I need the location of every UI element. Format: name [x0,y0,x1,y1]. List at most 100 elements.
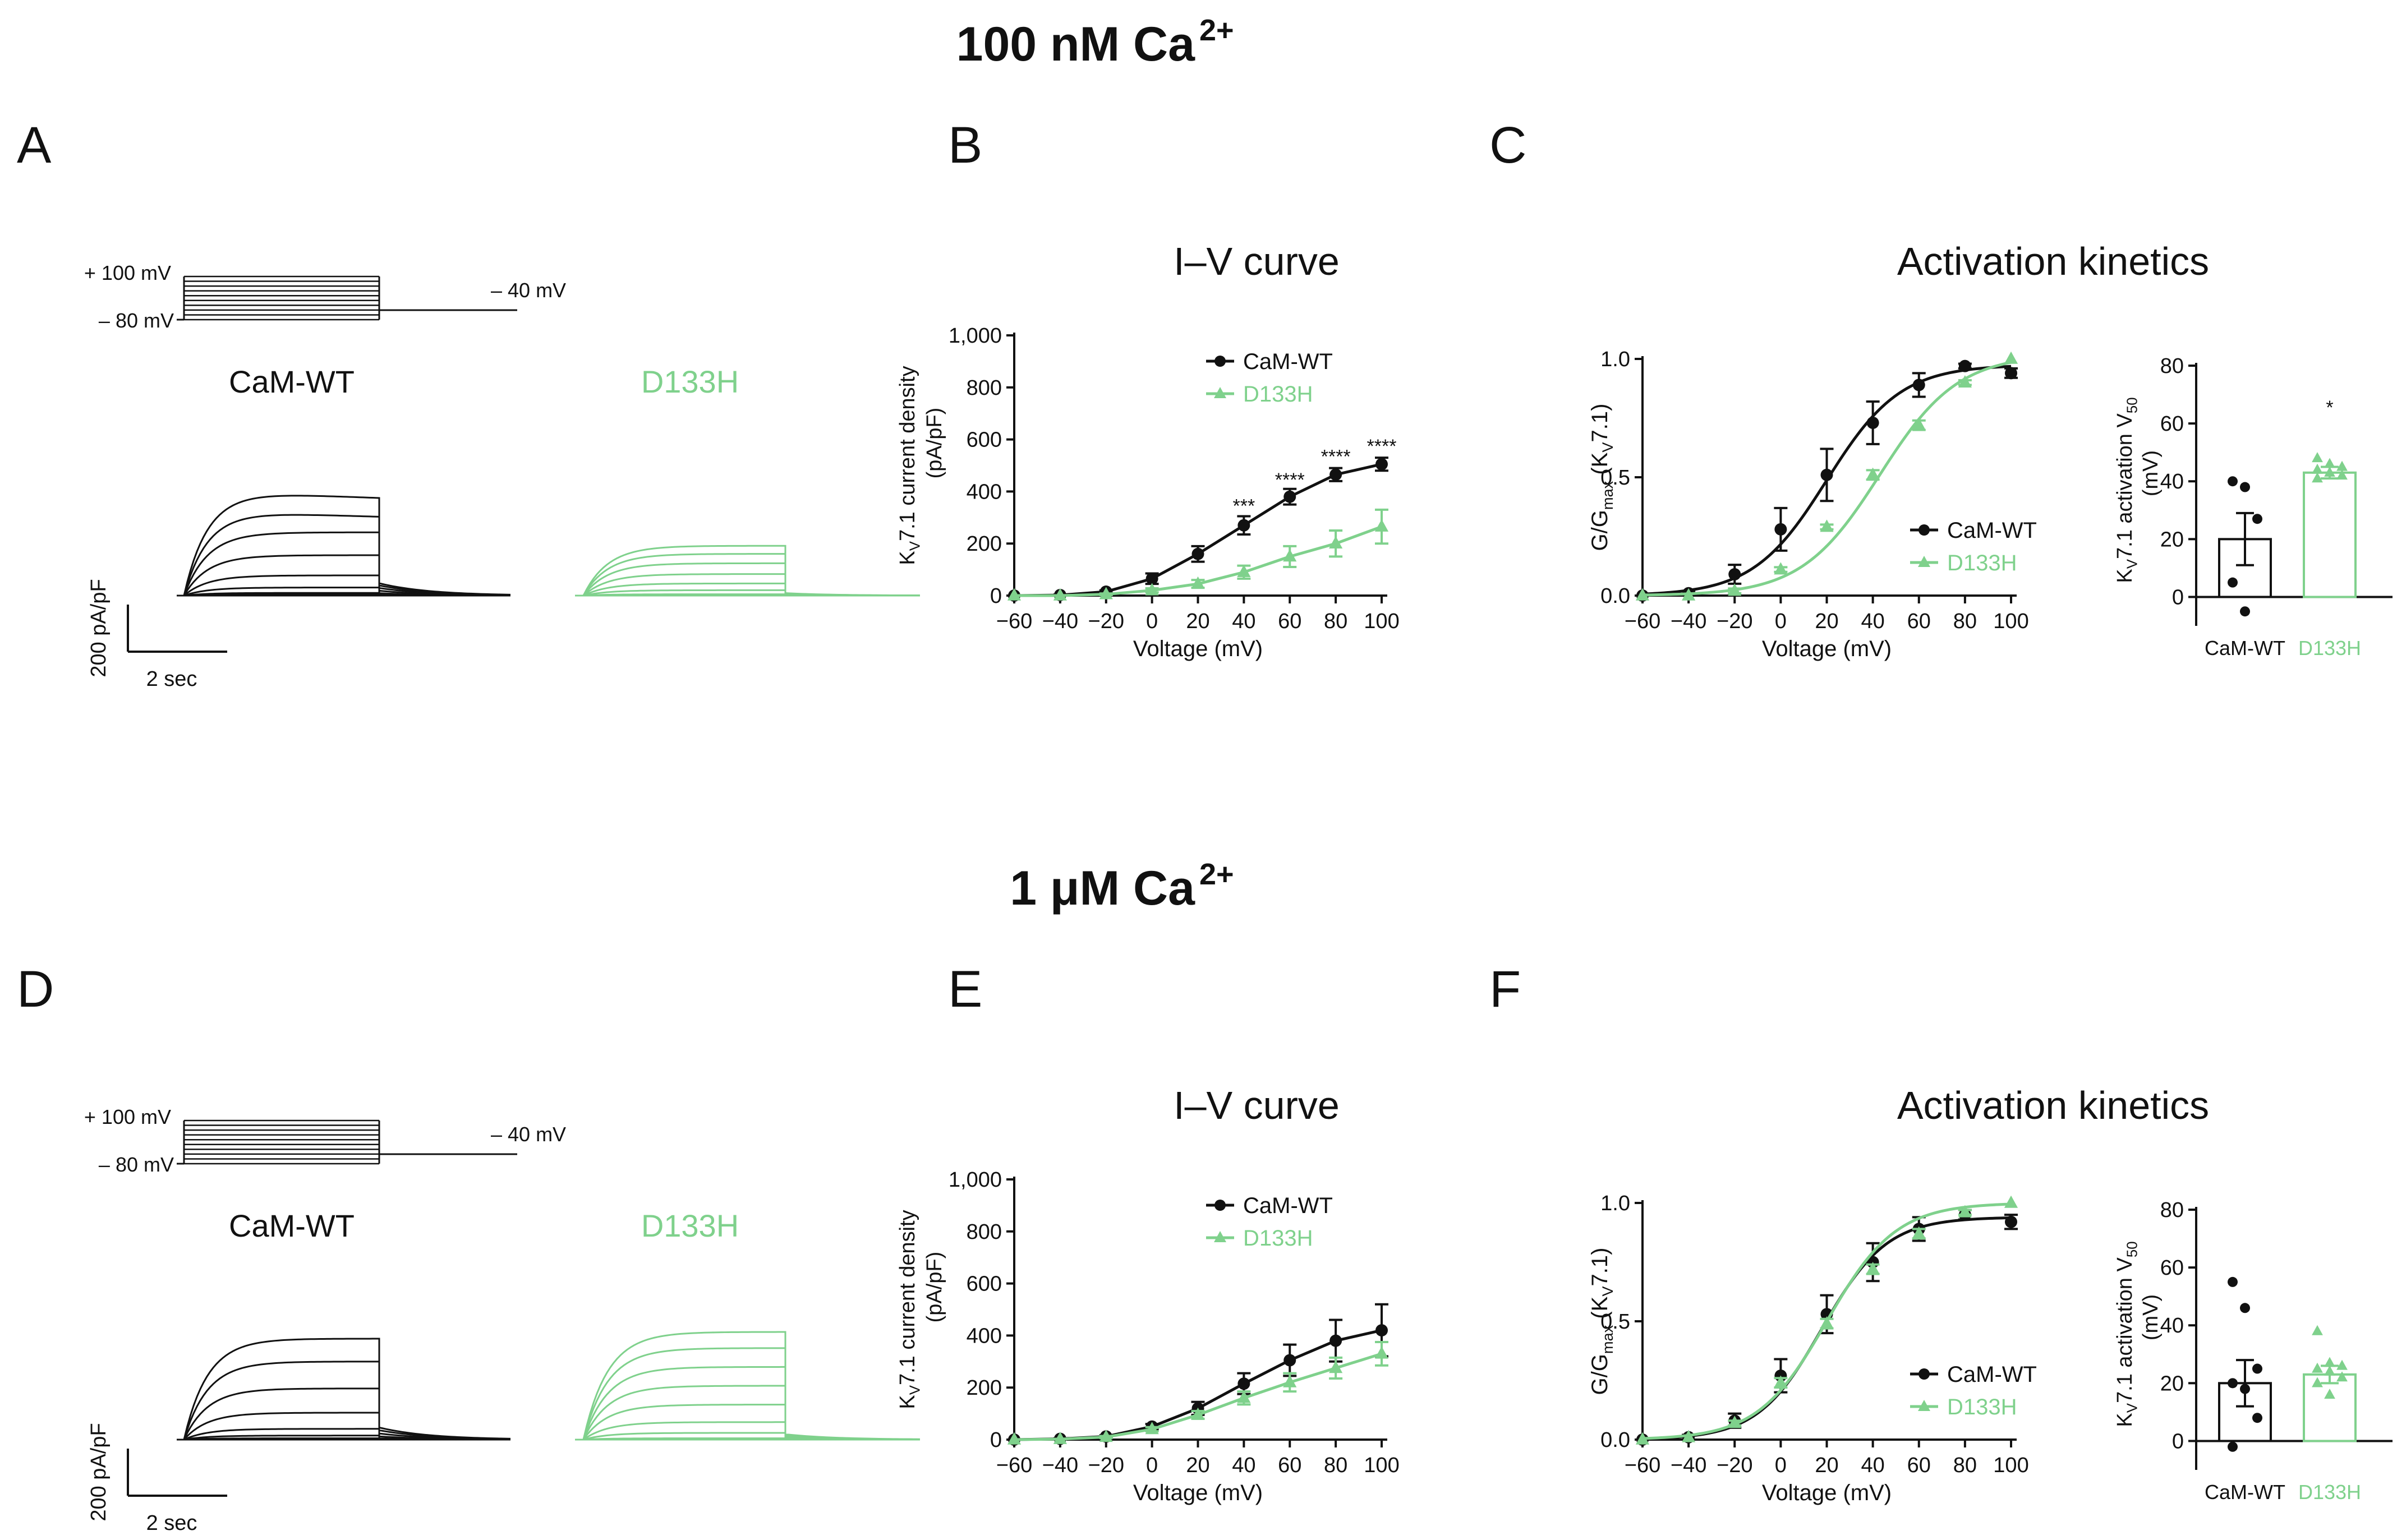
significance-label: *** [1233,496,1255,517]
traces-wt [177,1338,511,1441]
data-point [1329,1361,1343,1373]
section-heading-superscript: 2+ [1199,857,1234,891]
x-tick-label: −60 [1625,1454,1660,1477]
data-point [1820,468,1833,481]
legend-swatch-marker [1214,387,1226,398]
y-tick-label: 80 [2160,1198,2184,1222]
traces-wt [177,495,511,597]
panel-letter: A [17,117,52,174]
label-text: K [896,551,919,565]
label-text: (K [1588,1296,1612,1325]
data-point [1774,1375,1788,1388]
data-point [1635,1432,1650,1445]
y-axis-label-line2: (pA/pF) [923,1252,946,1323]
data-point [1191,576,1205,589]
data-point [1374,519,1389,532]
x-tick-label: 20 [1186,1454,1209,1477]
scale-bar-x-label: 2 sec [146,1511,197,1535]
legend-swatch-marker [1918,524,1930,536]
legend-swatch-marker [1918,556,1930,567]
y-tick-label: 0.0 [1600,1428,1630,1452]
y-tick-label: 600 [967,1272,1002,1296]
data-point [1053,1431,1067,1444]
data-point [1191,1407,1205,1420]
data-point [1283,490,1296,503]
y-tick-label: 1,000 [949,1168,1002,1192]
data-point [1774,562,1788,575]
x-tick-label: 0 [1146,610,1158,633]
data-point [2324,466,2335,477]
trace-label-mut: D133H [641,1208,739,1243]
y-tick-label: 400 [967,1324,1002,1348]
series-line [1014,463,1382,597]
current-trace [575,1421,921,1441]
panel-letter: B [948,117,982,174]
protocol-bottom-label: – 80 mV [99,309,174,332]
data-point [1682,1430,1696,1442]
bar [2303,1373,2357,1442]
data-point [2324,1357,2335,1367]
label-text: 7.1 current density [896,1210,919,1385]
data-point [2228,1378,2238,1389]
data-point [1820,1316,1834,1329]
legend-entry: CaM-WT [1243,349,1333,374]
y-tick-label: 20 [2160,1372,2184,1395]
x-axis-label: Voltage (mV) [1133,637,1263,661]
series-mut [1635,1195,2018,1445]
data-point [2324,458,2335,468]
x-axis-label: Voltage (mV) [1762,1481,1892,1505]
data-point [2312,1325,2323,1335]
data-point [2252,514,2262,524]
x-tick-label: 40 [1232,610,1255,633]
significance-label: * [2326,397,2333,418]
y-tick-label: 40 [2160,1314,2184,1338]
series-mut [1007,1341,1389,1445]
y-axis-label-line2: (pA/pF) [923,408,946,479]
x-tick-label: 20 [1815,610,1838,633]
data-point [2228,577,2238,588]
y-tick-label: 80 [2160,354,2184,378]
label-subscript: V [1599,442,1616,453]
scale-bar-y-label: 200 pA/pF [87,579,111,677]
y-tick-label: 200 [967,1376,1002,1400]
iv-chart-title: I–V curve [1174,1083,1340,1127]
x-tick-label: 100 [1993,1454,2028,1477]
data-point [1866,416,1879,429]
traces-mut [575,545,921,597]
current-trace [575,1385,921,1441]
label-subscript: max [1599,481,1616,510]
x-tick-label: 40 [1861,610,1884,633]
significance-label: **** [1367,436,1397,457]
label-subscript: V [1599,1286,1616,1297]
data-point [1866,1261,1880,1274]
current-trace [575,1331,921,1441]
trace-label-wt: CaM-WT [229,364,355,399]
protocol-tail-label: – 40 mV [491,279,566,302]
legend-entry: CaM-WT [1243,1193,1333,1218]
y-axis-label: G/Gmax (KV7.1) [1588,404,1616,551]
label-text: 7.1 activation V [2113,413,2137,559]
y-tick-label: 0.5 [1600,1310,1630,1334]
section-heading-superscript: 2+ [1199,13,1234,47]
y-tick-label: 60 [2160,412,2184,436]
x-tick-label: 80 [1953,610,1977,633]
data-point [1774,523,1787,536]
y-tick-label: 20 [2160,528,2184,551]
data-point [1374,1346,1389,1359]
panel-letter: F [1489,961,1521,1018]
panel-letter: E [948,961,982,1018]
y-axis-label: KV7.1 activation V50 [2113,397,2141,583]
x-tick-label: −60 [1625,610,1660,633]
x-tick-label: −60 [996,610,1032,633]
data-point [1283,1354,1296,1367]
voltage-protocol: + 100 mV – 80 mV – 40 mV [84,1105,566,1176]
data-point [2228,1441,2238,1452]
label-subscript: 50 [2125,397,2141,413]
data-point [2005,1215,2017,1228]
data-point [1237,1390,1251,1403]
x-tick-label: −40 [1671,1454,1706,1477]
label-text: 7.1 activation V [2113,1257,2137,1403]
data-point [1912,1226,1926,1239]
x-tick-label: −60 [996,1454,1032,1477]
y-tick-label: 0 [2172,1430,2184,1453]
